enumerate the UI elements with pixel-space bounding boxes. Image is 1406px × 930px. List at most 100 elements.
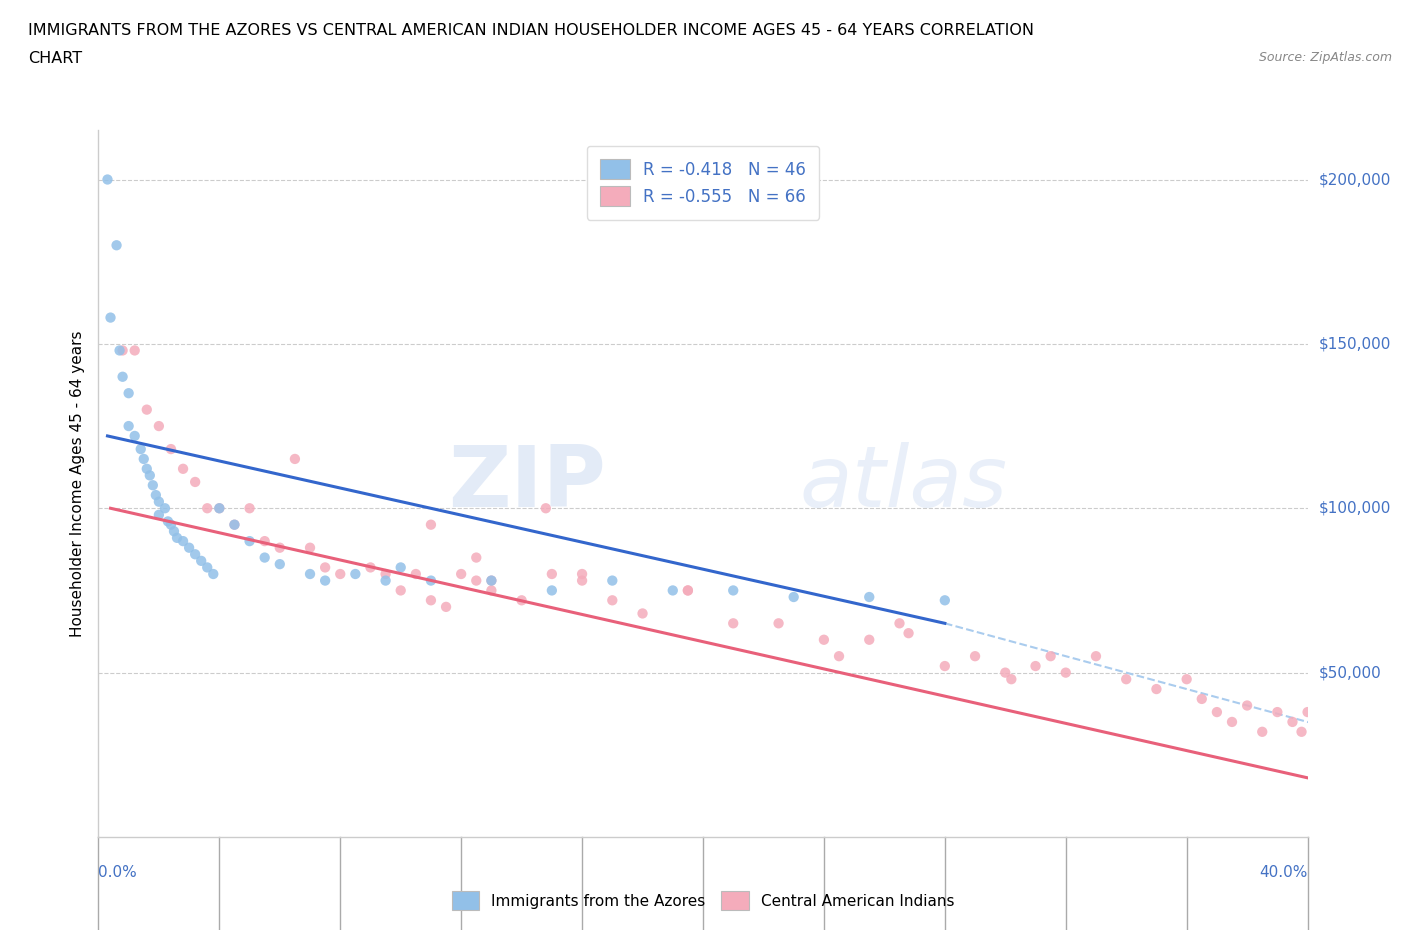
Point — [239, 534, 262, 549]
Point — [269, 557, 291, 572]
Point — [172, 534, 194, 549]
Point — [139, 468, 162, 483]
Text: IMMIGRANTS FROM THE AZORES VS CENTRAL AMERICAN INDIAN HOUSEHOLDER INCOME AGES 45: IMMIGRANTS FROM THE AZORES VS CENTRAL AM… — [28, 23, 1035, 38]
Point — [540, 566, 562, 581]
Point — [1265, 705, 1288, 720]
Point — [631, 606, 654, 621]
Point — [450, 566, 472, 581]
Point — [166, 530, 188, 545]
Point — [768, 616, 790, 631]
Point — [148, 508, 170, 523]
Point — [299, 540, 322, 555]
Point — [934, 658, 956, 673]
Point — [202, 566, 225, 581]
Point — [534, 501, 557, 516]
Point — [329, 566, 352, 581]
Point — [419, 573, 441, 588]
Point — [1054, 665, 1077, 680]
Point — [135, 461, 157, 476]
Point — [434, 600, 457, 615]
Point — [465, 573, 488, 588]
Text: $200,000: $200,000 — [1319, 172, 1391, 187]
Point — [239, 501, 262, 516]
Point — [314, 560, 336, 575]
Text: 0.0%: 0.0% — [98, 865, 138, 880]
Point — [676, 583, 699, 598]
Point — [1000, 671, 1022, 686]
Point — [160, 517, 183, 532]
Point — [405, 566, 427, 581]
Point — [965, 649, 987, 664]
Point — [374, 573, 396, 588]
Point — [135, 402, 157, 417]
Point — [1175, 671, 1198, 686]
Text: ZIP: ZIP — [449, 442, 606, 525]
Point — [1024, 658, 1046, 673]
Point — [172, 461, 194, 476]
Point — [1191, 692, 1213, 707]
Text: atlas: atlas — [800, 442, 1008, 525]
Point — [540, 583, 562, 598]
Point — [195, 560, 218, 575]
Point — [118, 386, 141, 401]
Point — [661, 583, 683, 598]
Point — [1085, 649, 1108, 664]
Point — [105, 238, 128, 253]
Point — [1144, 682, 1167, 697]
Point — [269, 540, 291, 555]
Point — [208, 501, 231, 516]
Point — [253, 534, 276, 549]
Point — [118, 418, 141, 433]
Point — [253, 551, 276, 565]
Point — [160, 442, 183, 457]
Point — [145, 487, 167, 502]
Point — [132, 451, 155, 466]
Point — [828, 649, 851, 664]
Point — [100, 310, 122, 325]
Point — [858, 632, 880, 647]
Point — [129, 442, 152, 457]
Point — [163, 524, 186, 538]
Point — [602, 573, 624, 588]
Point — [124, 343, 146, 358]
Point — [389, 560, 412, 575]
Point — [108, 343, 131, 358]
Point — [571, 573, 593, 588]
Y-axis label: Householder Income Ages 45 - 64 years: Householder Income Ages 45 - 64 years — [69, 330, 84, 637]
Point — [184, 474, 207, 489]
Point — [224, 517, 246, 532]
Point — [148, 418, 170, 433]
Point — [813, 632, 835, 647]
Point — [1296, 705, 1319, 720]
Point — [111, 369, 134, 384]
Point — [96, 172, 118, 187]
Point — [571, 566, 593, 581]
Point — [153, 501, 176, 516]
Text: Source: ZipAtlas.com: Source: ZipAtlas.com — [1258, 51, 1392, 64]
Point — [195, 501, 218, 516]
Point — [419, 592, 441, 607]
Legend: Immigrants from the Azores, Central American Indians: Immigrants from the Azores, Central Amer… — [444, 884, 962, 918]
Point — [419, 517, 441, 532]
Text: 40.0%: 40.0% — [1260, 865, 1308, 880]
Point — [148, 494, 170, 509]
Point — [156, 514, 179, 529]
Point — [721, 616, 744, 631]
Point — [1039, 649, 1062, 664]
Point — [602, 592, 624, 607]
Point — [934, 592, 956, 607]
Text: CHART: CHART — [28, 51, 82, 66]
Point — [481, 573, 503, 588]
Point — [124, 429, 146, 444]
Point — [1291, 724, 1313, 739]
Text: $50,000: $50,000 — [1319, 665, 1382, 680]
Point — [142, 478, 165, 493]
Point — [284, 451, 307, 466]
Point — [465, 551, 488, 565]
Point — [190, 553, 212, 568]
Text: $150,000: $150,000 — [1319, 337, 1391, 352]
Legend: R = -0.418   N = 46, R = -0.555   N = 66: R = -0.418 N = 46, R = -0.555 N = 66 — [586, 146, 820, 219]
Point — [889, 616, 911, 631]
Point — [897, 626, 920, 641]
Point — [111, 343, 134, 358]
